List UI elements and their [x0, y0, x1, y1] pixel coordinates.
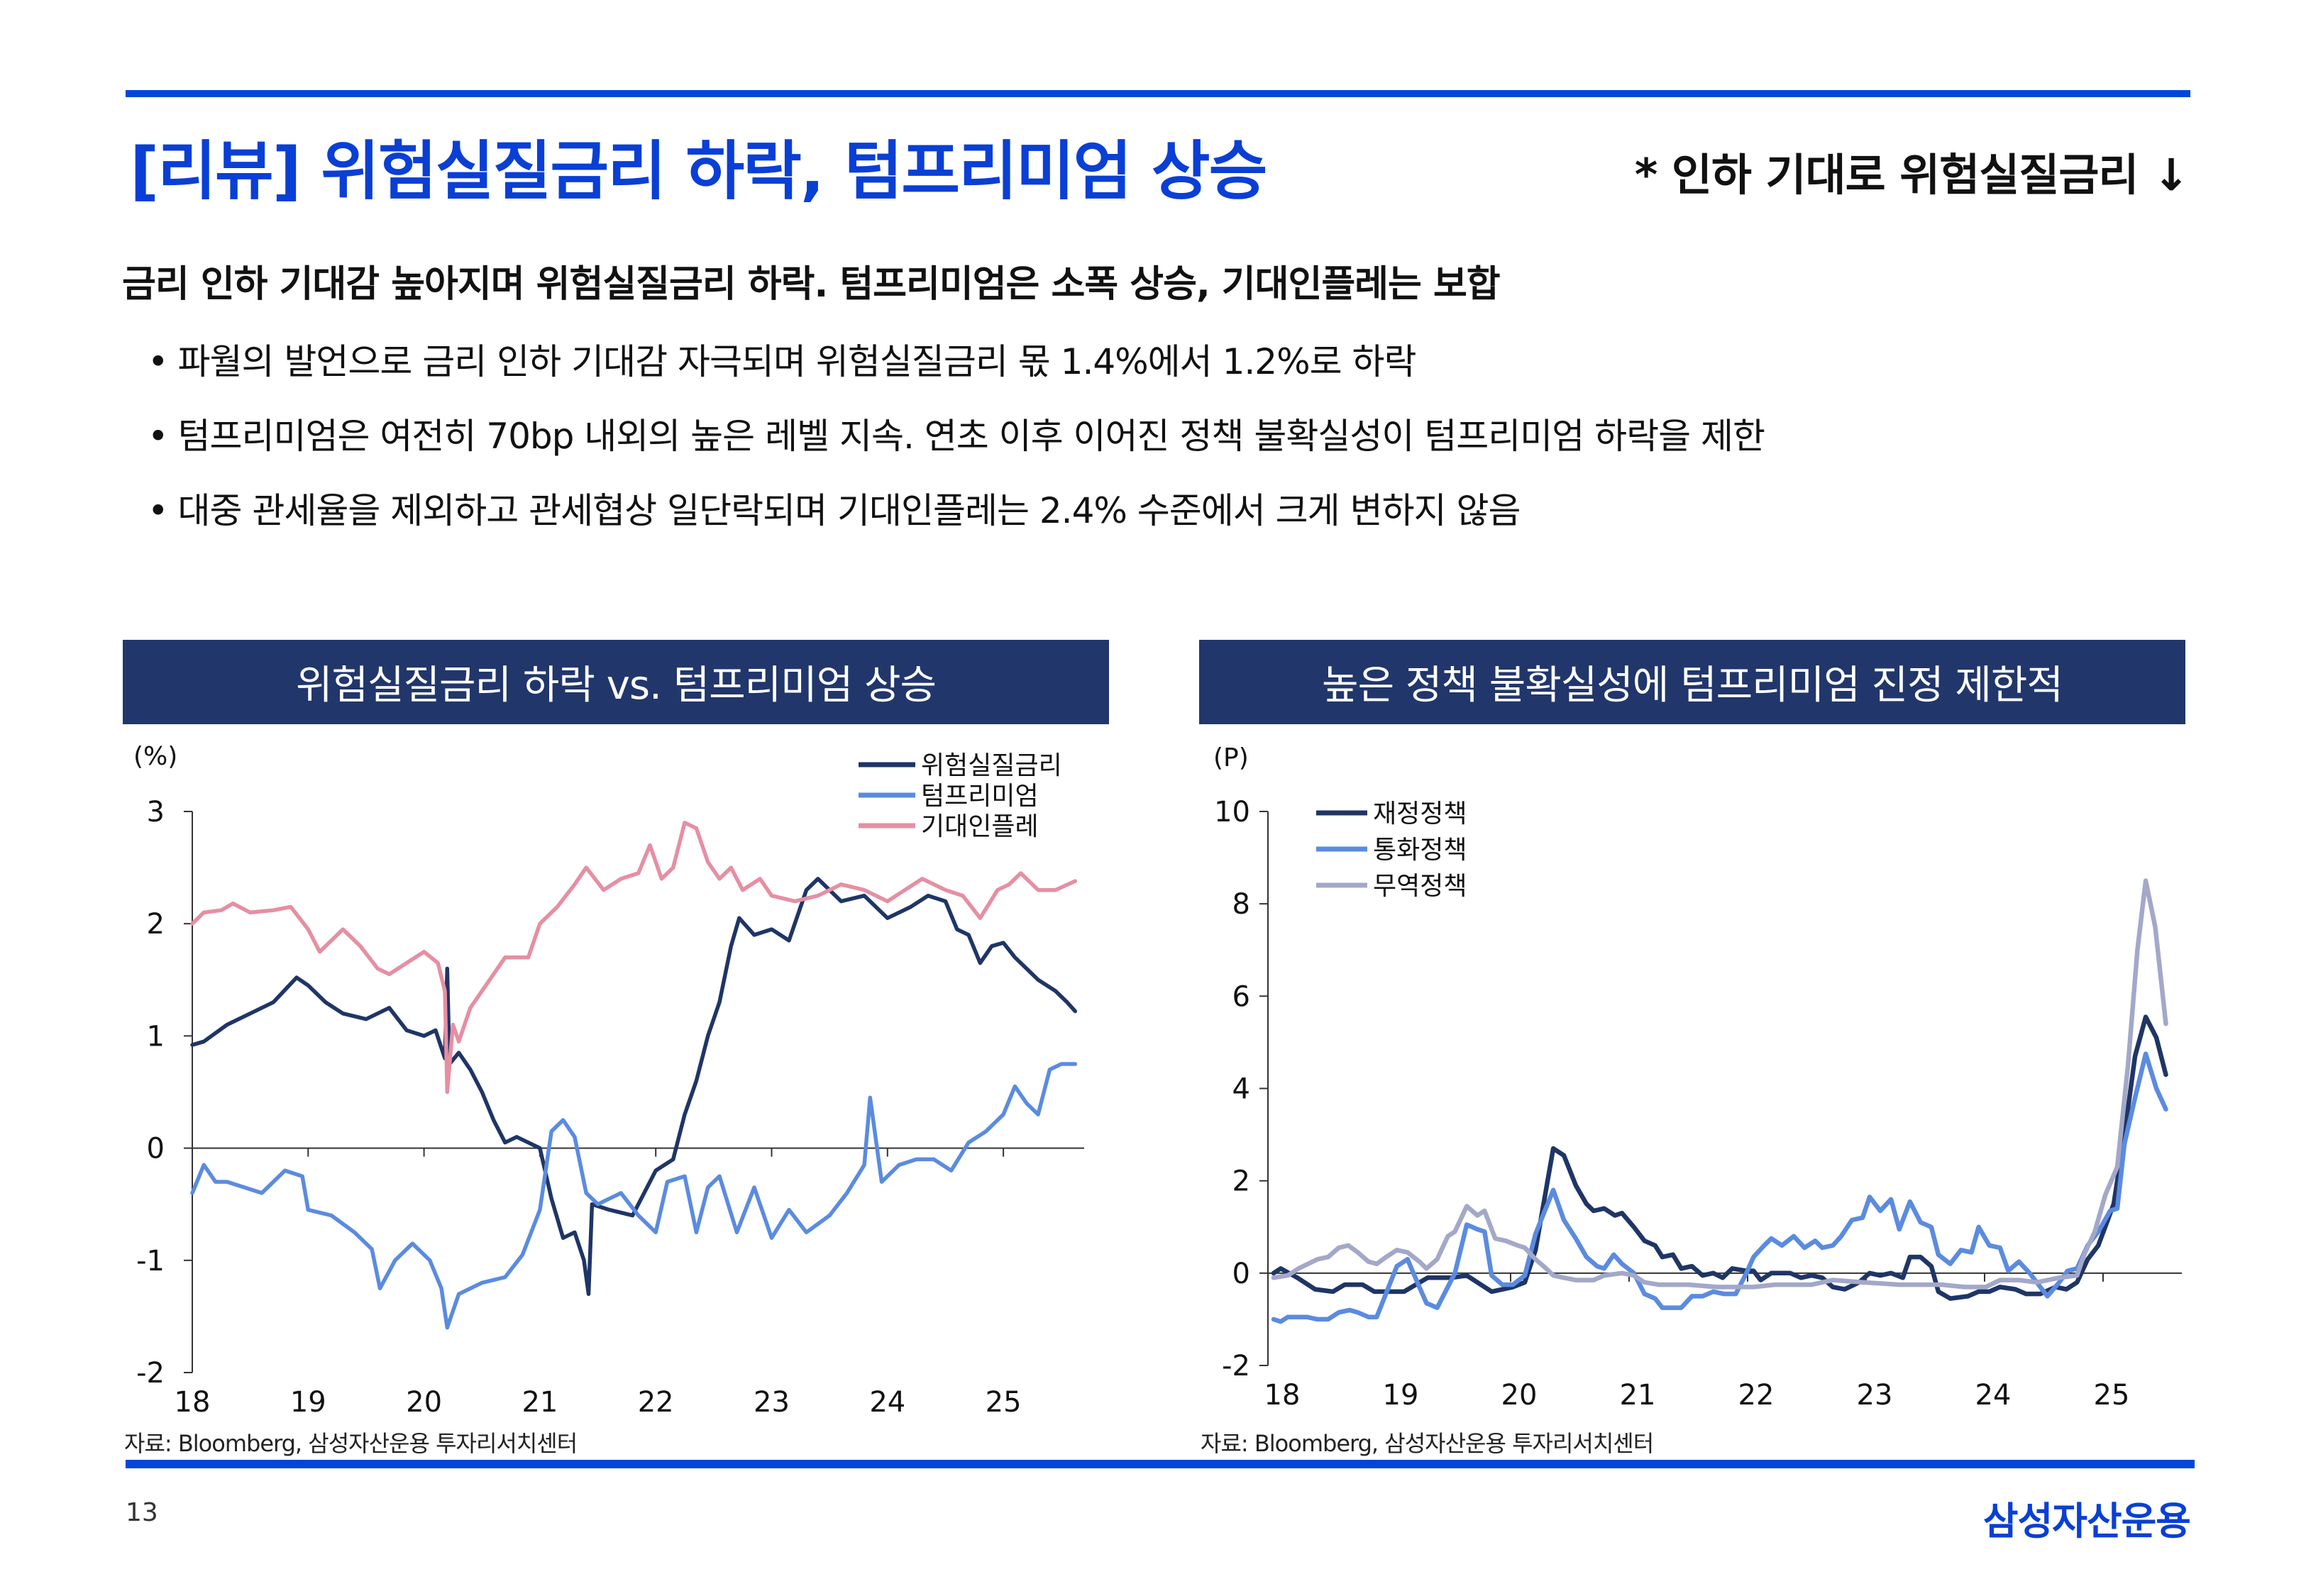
- series-line-1: [190, 877, 1078, 1297]
- y-tick-label: 0: [147, 1133, 165, 1165]
- bottom-rule: [126, 1460, 2195, 1468]
- bullet-dot: •: [148, 416, 168, 457]
- company-logo: 삼성자산운용: [1982, 1499, 2191, 1544]
- x-tick-label: 19: [1383, 1379, 1419, 1412]
- y-tick-label: -2: [1222, 1350, 1250, 1382]
- x-tick-label: 24: [1975, 1379, 2012, 1412]
- left-chart-source: 자료: Bloomberg, 삼성자산운용 투자리서치센터: [124, 1430, 578, 1457]
- y-tick-label: 2: [147, 908, 165, 941]
- legend-label: 통화정책: [1373, 836, 1467, 865]
- series-line-2: [190, 1062, 1078, 1330]
- top-rule: [126, 90, 2190, 97]
- legend-label: 기대인플레: [921, 812, 1039, 841]
- x-tick-label: 19: [290, 1386, 326, 1419]
- series-line-1: [1271, 1014, 2168, 1301]
- legend-label: 재정정책: [1373, 799, 1467, 829]
- y-tick-label: 6: [1232, 980, 1250, 1013]
- x-tick-label: 22: [1738, 1379, 1775, 1412]
- x-tick-label: 25: [2094, 1379, 2130, 1412]
- y-tick-label: 0: [1232, 1258, 1250, 1290]
- x-tick-label: 20: [1501, 1379, 1538, 1412]
- right-chart-source: 자료: Bloomberg, 삼성자산운용 투자리서치센터: [1201, 1430, 1654, 1457]
- right-chart-title: 높은 정책 불확실성에 텀프리미엄 진정 제한적: [1199, 640, 2185, 724]
- x-tick-label: 20: [406, 1386, 442, 1419]
- x-tick-label: 21: [1620, 1379, 1656, 1412]
- x-tick-label: 25: [986, 1386, 1022, 1419]
- legend-label: 텀프리미엄: [921, 782, 1039, 811]
- series-line-3: [1271, 878, 2168, 1290]
- summary-bullet: • 텀프리미엄은 여전히 70bp 내외의 높은 레벨 지속. 연초 이후 이어진…: [148, 408, 1765, 459]
- summary-headline: 금리 인하 기대감 높아지며 위험실질금리 하락. 텀프리미엄은 소폭 상승, …: [122, 263, 1501, 306]
- summary-bullet: • 대중 관세율을 제외하고 관세협상 일단락되며 기대인플레는 2.4% 수준에…: [148, 482, 1521, 533]
- y-tick-label: 3: [147, 796, 165, 829]
- x-tick-label: 23: [754, 1386, 790, 1419]
- x-tick-label: 24: [869, 1386, 905, 1419]
- bullet-dot: •: [148, 341, 168, 382]
- x-tick-label: 21: [522, 1386, 558, 1419]
- series-line-3: [190, 821, 1078, 1095]
- series-line-2: [1271, 1051, 2168, 1324]
- y-tick-label: 10: [1214, 796, 1250, 829]
- legend-label: 위험실질금리: [921, 751, 1062, 780]
- page-title: [리뷰] 위험실질금리 하락, 텀프리미엄 상승: [130, 134, 1267, 209]
- bullet-text: 텀프리미엄은 여전히 70bp 내외의 높은 레벨 지속. 연초 이후 이어진 …: [177, 416, 1766, 457]
- summary-bullet: • 파월의 발언으로 금리 인하 기대감 자극되며 위험실질금리 몫 1.4%에서…: [148, 333, 1417, 384]
- x-tick-label: 18: [1264, 1379, 1301, 1412]
- y-tick-label: -2: [136, 1357, 165, 1390]
- y-axis-unit-label: (%): [133, 742, 177, 771]
- left-chart-title: 위험실질금리 하락 vs. 텀프리미엄 상승: [123, 640, 1109, 724]
- y-tick-label: 2: [1232, 1165, 1250, 1198]
- bullet-text: 대중 관세율을 제외하고 관세협상 일단락되며 기대인플레는 2.4% 수준에서…: [177, 490, 1521, 531]
- page-number: 13: [126, 1498, 158, 1527]
- y-axis-unit-label: (P): [1213, 743, 1249, 772]
- y-tick-label: 8: [1232, 888, 1250, 921]
- x-tick-label: 18: [175, 1386, 211, 1419]
- legend-label: 무역정책: [1373, 872, 1467, 901]
- x-tick-label: 22: [638, 1386, 674, 1419]
- bullet-text: 파월의 발언으로 금리 인하 기대감 자극되며 위험실질금리 몫 1.4%에서 …: [177, 341, 1417, 382]
- bullet-dot: •: [148, 490, 168, 531]
- y-tick-label: 4: [1232, 1073, 1250, 1106]
- x-tick-label: 23: [1857, 1379, 1893, 1412]
- y-tick-label: -1: [136, 1245, 165, 1278]
- y-tick-label: 1: [147, 1020, 165, 1053]
- header-note: * 인하 기대로 위험실질금리 ↓: [1634, 149, 2190, 201]
